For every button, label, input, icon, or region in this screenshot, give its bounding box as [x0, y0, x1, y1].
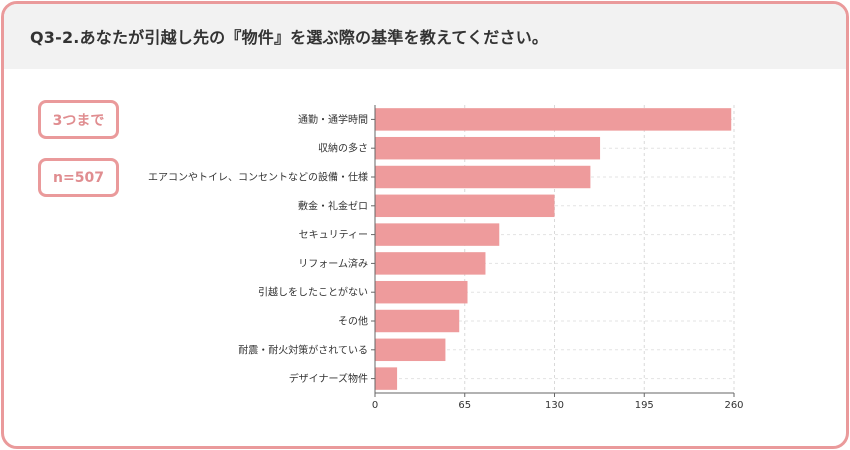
bar: [375, 367, 397, 389]
x-tick-label: 65: [458, 400, 471, 411]
category-label: その他: [338, 315, 368, 328]
chart-bars: [375, 108, 731, 390]
x-tick-label: 260: [724, 400, 743, 411]
category-label: 耐震・耐火対策がされている: [238, 343, 368, 356]
bar: [375, 137, 600, 159]
bar: [375, 339, 445, 361]
category-label: リフォーム済み: [298, 257, 368, 270]
bar: [375, 223, 499, 245]
bar: [375, 166, 590, 188]
category-label: セキュリティー: [299, 229, 368, 241]
bar: [375, 252, 485, 274]
bar: [375, 108, 731, 130]
category-label: エアコンやトイレ、コンセントなどの設備・仕様: [148, 171, 368, 184]
category-label: 敷金・礼金ゼロ: [298, 199, 368, 212]
bar: [375, 310, 459, 332]
category-label: 通勤・通学時間: [298, 113, 368, 126]
category-label: デザイナーズ物件: [289, 372, 368, 385]
x-tick-label: 0: [372, 400, 378, 411]
x-tick-label: 130: [545, 400, 564, 411]
bar: [375, 195, 555, 217]
bar-chart: 0 65 130 195 260 通勤・通学時間収納の多さエアコンやトイレ、コンセントなど…: [0, 0, 850, 450]
bar: [375, 281, 468, 303]
category-label: 引越しをしたことがない: [258, 286, 368, 299]
category-label: 収納の多さ: [318, 142, 368, 155]
x-tick-label: 195: [635, 400, 654, 411]
